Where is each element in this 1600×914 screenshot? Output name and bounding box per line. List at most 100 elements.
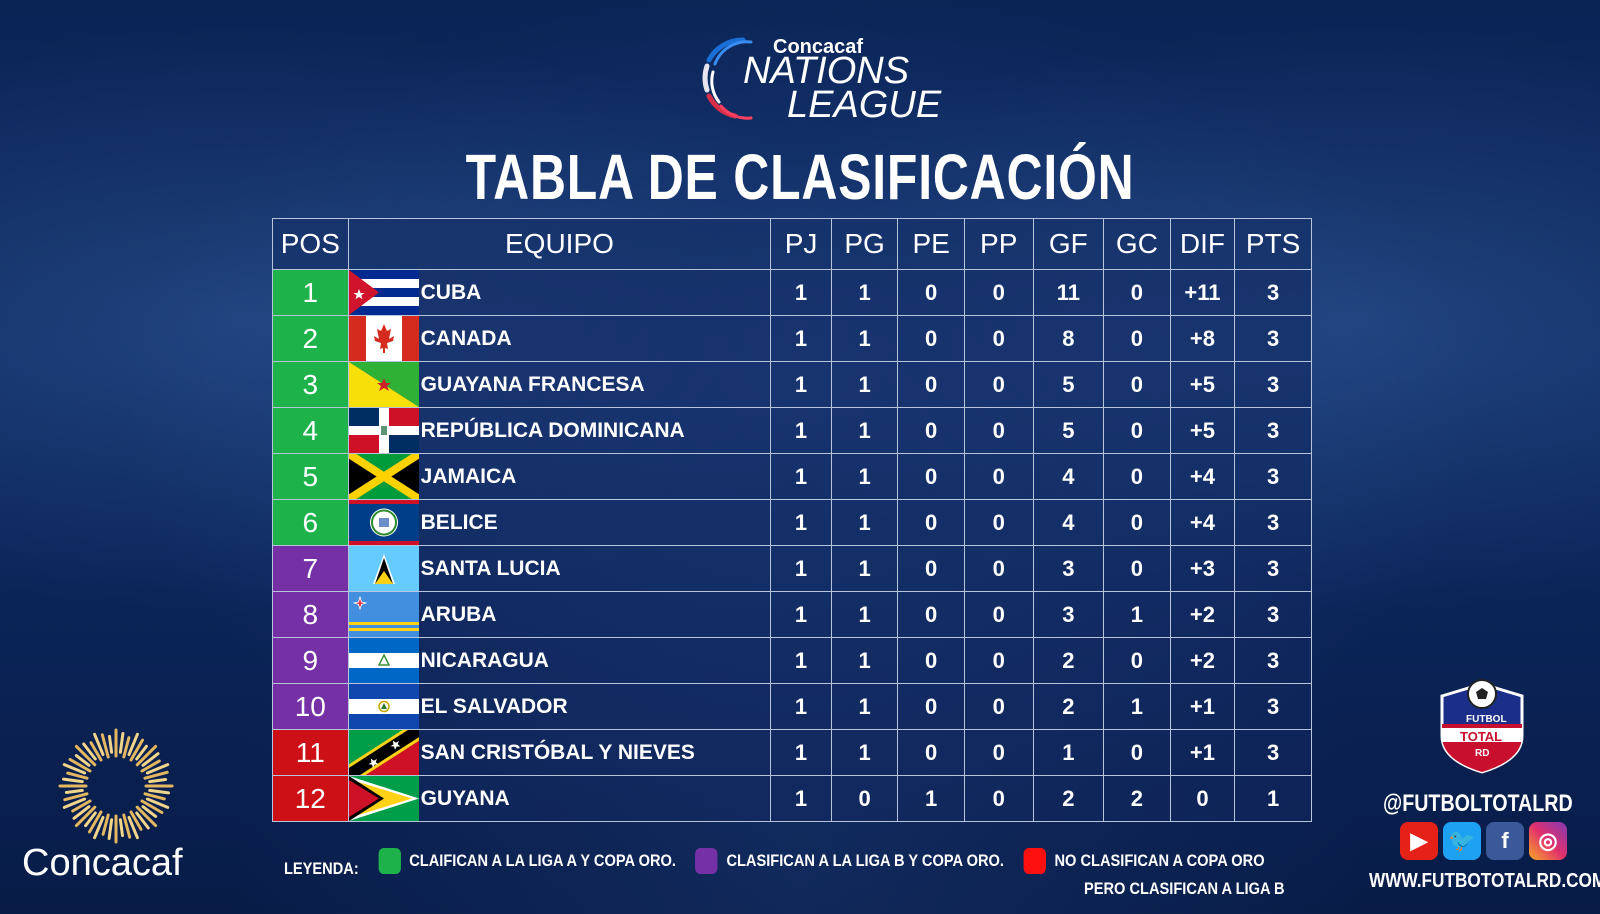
facebook-icon[interactable]: f	[1486, 822, 1524, 860]
legend-label-item: LEYENDA:	[284, 859, 359, 879]
logo-title-line1: NATIONS	[743, 50, 910, 92]
header-pp: PP	[963, 218, 1034, 270]
header-equipo: EQUIPO	[347, 218, 772, 270]
stat-gc: 0	[1103, 361, 1171, 408]
saint-lucia-flag-icon	[348, 546, 419, 591]
instagram-icon[interactable]: ◎	[1529, 822, 1567, 860]
legend-purple-item: CLASIFICAN A LA LIGA B Y COPA ORO.	[695, 848, 1004, 874]
stat-gc: 0	[1103, 407, 1171, 454]
position-cell: 3	[272, 361, 349, 408]
stat-dif: +4	[1169, 499, 1236, 546]
stat-gf: 8	[1032, 315, 1105, 362]
header-dif: DIF	[1169, 218, 1236, 270]
stat-pg: 1	[830, 637, 899, 684]
stat-dif: +5	[1169, 407, 1236, 454]
stat-gf: 2	[1032, 683, 1105, 730]
position-cell: 4	[272, 407, 349, 454]
stat-pg: 1	[830, 499, 899, 546]
concacaf-wordmark: Concacaf	[22, 842, 183, 884]
stat-pg: 0	[830, 775, 899, 822]
stat-pe: 0	[897, 453, 965, 500]
position-cell: 12	[272, 775, 349, 822]
stat-pj: 1	[770, 637, 832, 684]
stat-dif: +1	[1169, 729, 1236, 776]
team-cell: BELICE	[347, 499, 772, 546]
stat-pts: 3	[1234, 361, 1312, 408]
team-cell: REPÚBLICA DOMINICANA	[347, 407, 772, 454]
table-row: 4 REPÚBLICA DOMINICANA 1 1 0 0 5 0 +5 3	[272, 407, 1312, 454]
saint-kitts-nevis-flag-icon	[348, 730, 419, 775]
stat-pg: 1	[830, 361, 899, 408]
canada-flag-icon	[348, 316, 419, 361]
stat-dif: +2	[1169, 637, 1236, 684]
stat-pe: 0	[897, 269, 965, 316]
stat-dif: +11	[1169, 269, 1236, 316]
stat-pe: 0	[897, 729, 965, 776]
stat-pe: 0	[897, 683, 965, 730]
stat-pe: 0	[897, 315, 965, 362]
website-link[interactable]: WWW.FUTBOTOTALRD.COM	[1369, 870, 1600, 892]
table-row: 5 JAMAICA 1 1 0 0 4 0 +4 3	[272, 453, 1312, 500]
team-name: CUBA	[420, 280, 482, 304]
stat-pts: 3	[1234, 269, 1312, 316]
header-gf: GF	[1032, 218, 1105, 270]
stat-pe: 0	[897, 499, 965, 546]
stat-gc: 0	[1103, 729, 1171, 776]
team-name: EL SALVADOR	[420, 694, 568, 718]
legend-red-item: NO CLASIFICAN A COPA ORO	[1023, 848, 1265, 874]
header-pj: PJ	[770, 218, 832, 270]
stat-dif: +4	[1169, 453, 1236, 500]
stat-gc: 1	[1103, 683, 1171, 730]
table-row: 8 ARUBA 1 1 0 0 3 1 +2 3	[272, 591, 1312, 638]
stat-pj: 1	[770, 407, 832, 454]
team-name: GUAYANA FRANCESA	[420, 372, 645, 396]
stat-pj: 1	[770, 729, 832, 776]
team-name: REPÚBLICA DOMINICANA	[420, 418, 685, 442]
guyana-flag-icon	[348, 776, 419, 821]
stat-dif: +5	[1169, 361, 1236, 408]
header-pos: POS	[272, 218, 349, 270]
stat-gf: 2	[1032, 775, 1105, 822]
legend-red-text: NO CLASIFICAN A COPA ORO	[1054, 851, 1265, 870]
table-row: 7 SANTA LUCIA 1 1 0 0 3 0 +3 3	[272, 545, 1312, 592]
team-cell: SAN CRISTÓBAL Y NIEVES	[347, 729, 772, 776]
team-name: SANTA LUCIA	[420, 556, 561, 580]
team-cell: JAMAICA	[347, 453, 772, 500]
social-handle: @FUTBOLTOTALRD	[1383, 790, 1573, 817]
stat-pp: 0	[963, 499, 1034, 546]
legend-red-swatch	[1023, 848, 1046, 874]
legend-purple-swatch	[695, 848, 718, 874]
stat-gc: 0	[1103, 545, 1171, 592]
stat-pe: 1	[897, 775, 965, 822]
stat-gc: 1	[1103, 591, 1171, 638]
stat-pts: 3	[1234, 499, 1312, 546]
stat-gf: 4	[1032, 453, 1105, 500]
stat-pp: 0	[963, 729, 1034, 776]
team-cell: ARUBA	[347, 591, 772, 638]
stat-gf: 1	[1032, 729, 1105, 776]
logo-title-line2: LEAGUE	[787, 84, 942, 126]
stat-pp: 0	[963, 545, 1034, 592]
stat-pts: 3	[1234, 407, 1312, 454]
stat-pj: 1	[770, 545, 832, 592]
stat-gf: 5	[1032, 407, 1105, 454]
stat-pj: 1	[770, 361, 832, 408]
table-row: 2 CANADA 1 1 0 0 8 0 +8 3	[272, 315, 1312, 362]
stat-gf: 11	[1032, 269, 1105, 316]
page-title: TABLA DE CLASIFICACIÓN	[465, 141, 1135, 213]
stat-dif: +3	[1169, 545, 1236, 592]
twitter-icon[interactable]: 🐦	[1443, 822, 1481, 860]
youtube-icon[interactable]: ▶	[1400, 822, 1438, 860]
stat-pj: 1	[770, 499, 832, 546]
stat-dif: +2	[1169, 591, 1236, 638]
aruba-flag-icon	[348, 592, 419, 637]
stat-pts: 1	[1234, 775, 1312, 822]
stat-pe: 0	[897, 591, 965, 638]
header-pe: PE	[897, 218, 965, 270]
team-name: JAMAICA	[420, 464, 517, 488]
badge-text-futbol: FUTBOL	[1466, 714, 1507, 725]
stat-pts: 3	[1234, 545, 1312, 592]
stat-gc: 0	[1103, 315, 1171, 362]
badge-text-total: TOTAL	[1460, 729, 1503, 744]
header-gc: GC	[1103, 218, 1171, 270]
